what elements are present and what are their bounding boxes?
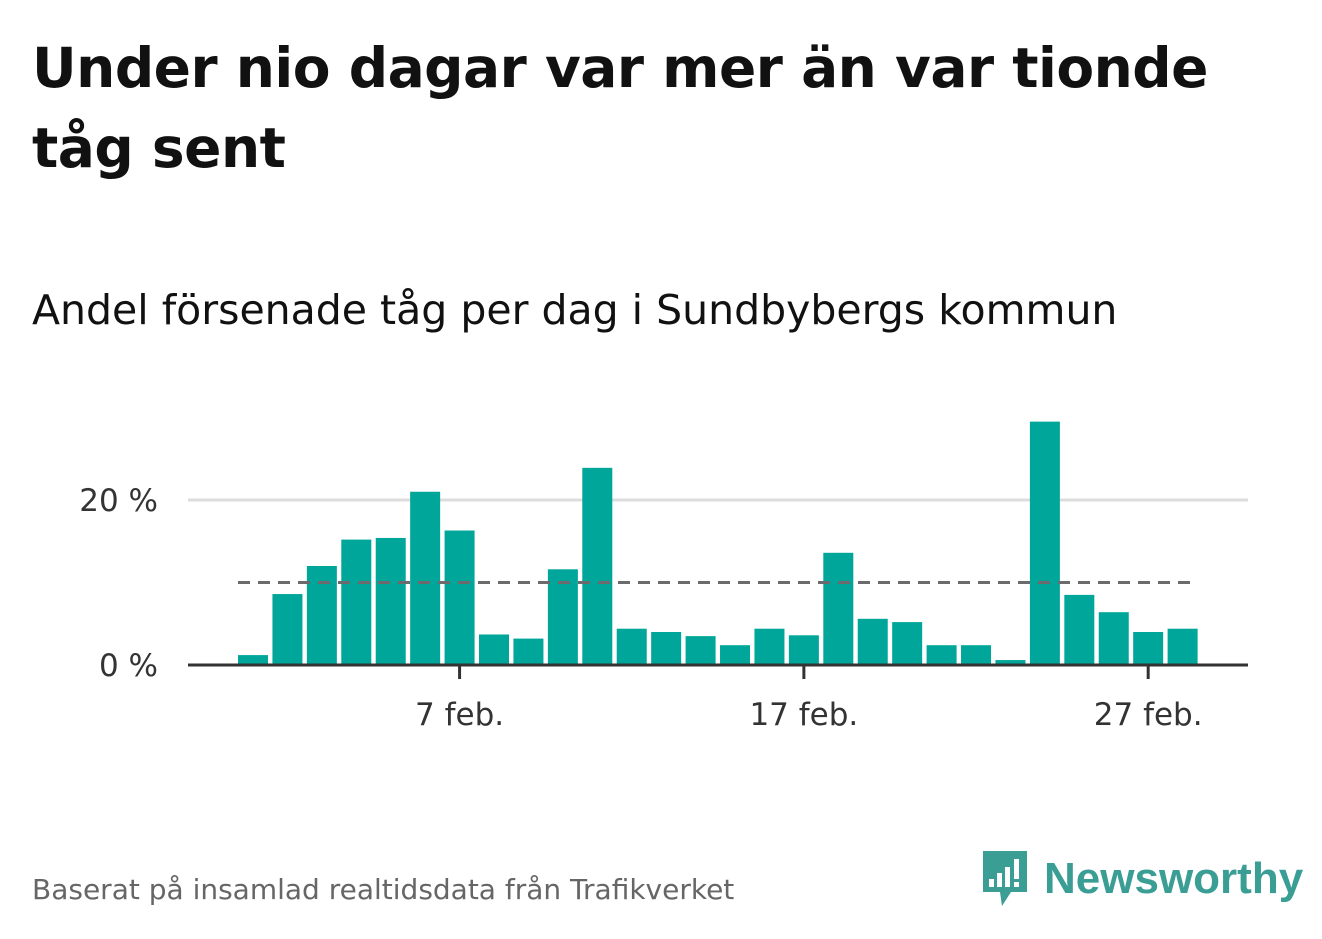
bar [444, 530, 475, 665]
bar [1098, 612, 1129, 665]
bar [995, 660, 1026, 665]
bars-layer [238, 421, 1198, 666]
bar [823, 552, 854, 665]
bar [857, 618, 888, 665]
headline: Under nio dagar var mer än var tionde tå… [32, 36, 1208, 180]
source-note: Baserat på insamlad realtidsdata från Tr… [32, 873, 735, 906]
bar [341, 539, 372, 665]
bar [754, 628, 785, 665]
axis-layer: 0 % 20 % 7 feb. 17 feb. 27 feb. [79, 483, 1248, 733]
bar [788, 635, 819, 665]
bar [410, 491, 441, 665]
x-tick-label: 7 feb. [415, 697, 504, 733]
chart-subtitle: Andel försenade tåg per dag i Sundbyberg… [32, 286, 1118, 334]
bar [238, 655, 268, 665]
bar [547, 569, 578, 665]
y-tick-label: 20 % [79, 483, 158, 519]
bar [272, 594, 303, 665]
logo-text: Newsworthy [1044, 854, 1304, 903]
y-tick-label: 0 % [99, 648, 158, 684]
bar [513, 638, 544, 665]
bar [306, 566, 337, 665]
bar [582, 467, 613, 665]
bar-chart-speech-bubble-icon [983, 851, 1027, 906]
bar [926, 645, 957, 665]
bar [651, 632, 682, 665]
bar [892, 622, 923, 665]
x-tick-label: 17 feb. [749, 697, 858, 733]
x-tick-label: 27 feb. [1094, 697, 1203, 733]
bar [1029, 421, 1060, 666]
bar [1133, 632, 1164, 665]
bar [720, 645, 751, 665]
bar [1064, 594, 1095, 666]
newsworthy-logo: Newsworthy [980, 848, 1303, 910]
bar [961, 645, 992, 665]
bar [479, 634, 510, 665]
bar [685, 636, 716, 666]
bar [1167, 628, 1198, 665]
bar [375, 537, 406, 665]
bar [616, 628, 647, 665]
